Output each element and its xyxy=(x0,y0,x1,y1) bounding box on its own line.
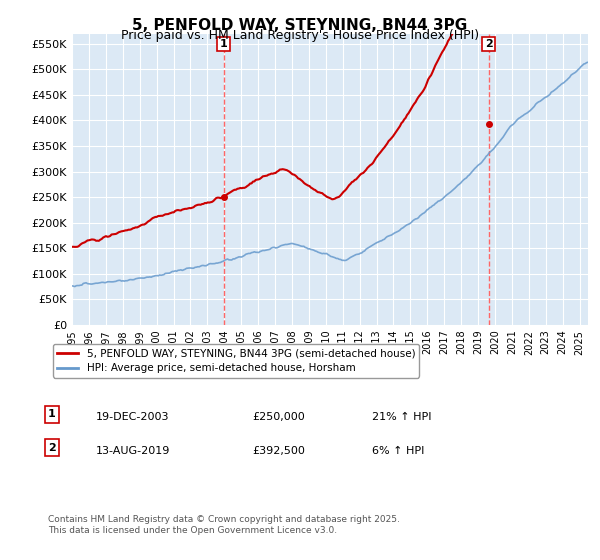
Text: Price paid vs. HM Land Registry's House Price Index (HPI): Price paid vs. HM Land Registry's House … xyxy=(121,29,479,42)
Text: 1: 1 xyxy=(220,39,227,49)
Text: 6% ↑ HPI: 6% ↑ HPI xyxy=(372,446,424,456)
Text: 19-DEC-2003: 19-DEC-2003 xyxy=(96,412,170,422)
Text: 2: 2 xyxy=(485,39,493,49)
Text: 5, PENFOLD WAY, STEYNING, BN44 3PG: 5, PENFOLD WAY, STEYNING, BN44 3PG xyxy=(133,18,467,33)
Text: £250,000: £250,000 xyxy=(252,412,305,422)
Legend: 5, PENFOLD WAY, STEYNING, BN44 3PG (semi-detached house), HPI: Average price, se: 5, PENFOLD WAY, STEYNING, BN44 3PG (semi… xyxy=(53,344,419,377)
Text: 1: 1 xyxy=(48,409,56,419)
Text: Contains HM Land Registry data © Crown copyright and database right 2025.
This d: Contains HM Land Registry data © Crown c… xyxy=(48,515,400,535)
Text: 2: 2 xyxy=(48,443,56,453)
Text: 13-AUG-2019: 13-AUG-2019 xyxy=(96,446,170,456)
Text: 21% ↑ HPI: 21% ↑ HPI xyxy=(372,412,431,422)
Text: £392,500: £392,500 xyxy=(252,446,305,456)
